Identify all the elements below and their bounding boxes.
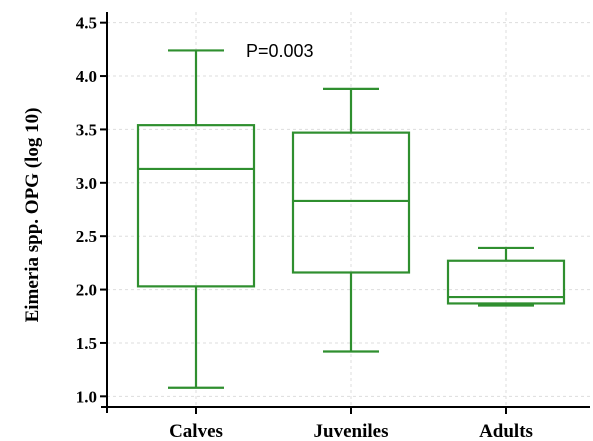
y-tick-label: 1.5: [76, 334, 97, 353]
box-iqr: [291, 131, 411, 274]
y-tick-label: 3.0: [76, 174, 97, 193]
y-tick-label: 1.0: [76, 387, 97, 406]
boxes: [136, 49, 566, 389]
p-value-annotation: P=0.003: [246, 41, 314, 61]
y-tick-label: 4.0: [76, 67, 97, 86]
box-calves: [136, 49, 256, 389]
labels: 1.0 1.5 2.0 2.5 3.0 3.5 4.0 4.5 Calves Juveniles A…: [76, 14, 533, 441]
y-axis-label: Eimeria spp. OPG (log 10): [22, 108, 43, 323]
grid: [107, 12, 590, 407]
y-tick-label: 2.5: [76, 227, 97, 246]
x-category-label: Juveniles: [314, 421, 389, 441]
box-juveniles: [291, 87, 411, 353]
y-tick-label: 2.0: [76, 281, 97, 300]
y-tick-label: 4.5: [76, 14, 97, 33]
x-category-label: Calves: [169, 421, 223, 441]
y-tick-label: 3.5: [76, 120, 97, 139]
axes: [100, 12, 590, 414]
x-category-label: Adults: [479, 421, 533, 441]
box-adults: [446, 246, 566, 307]
